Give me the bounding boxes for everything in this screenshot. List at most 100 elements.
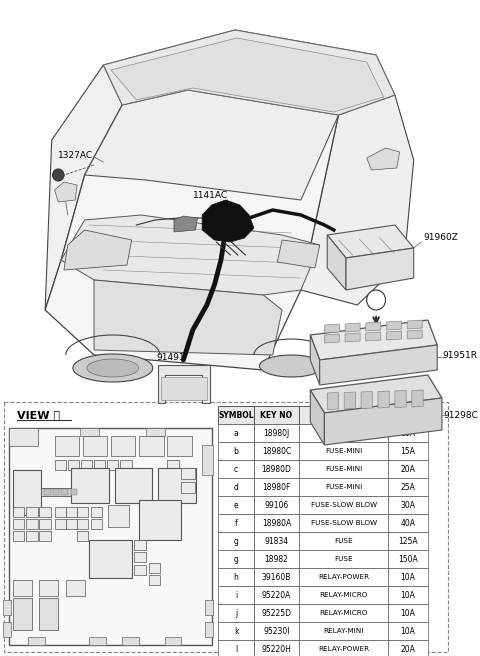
Polygon shape bbox=[324, 324, 339, 333]
Polygon shape bbox=[367, 148, 400, 170]
Ellipse shape bbox=[260, 355, 324, 377]
Bar bbox=[89, 540, 132, 578]
Bar bbox=[299, 478, 388, 496]
Bar bbox=[388, 442, 428, 460]
Bar bbox=[77, 531, 88, 541]
Bar bbox=[254, 604, 299, 622]
Bar bbox=[254, 586, 299, 604]
Text: 18982: 18982 bbox=[264, 554, 288, 564]
Text: 125A: 125A bbox=[398, 537, 418, 546]
Text: c: c bbox=[31, 522, 34, 527]
Text: 25A: 25A bbox=[401, 483, 416, 491]
Text: 10A: 10A bbox=[401, 609, 416, 617]
Text: 20A: 20A bbox=[401, 464, 416, 474]
Text: k: k bbox=[87, 480, 93, 491]
Text: a: a bbox=[124, 462, 128, 468]
Bar bbox=[134, 552, 146, 562]
Bar bbox=[254, 406, 299, 424]
Text: 20A: 20A bbox=[401, 644, 416, 653]
Text: 10A: 10A bbox=[401, 590, 416, 600]
Bar bbox=[146, 428, 165, 436]
Bar bbox=[26, 531, 37, 541]
Text: h: h bbox=[157, 515, 163, 525]
Polygon shape bbox=[327, 235, 346, 290]
Bar bbox=[66, 580, 84, 596]
Text: d: d bbox=[234, 483, 239, 491]
Polygon shape bbox=[310, 320, 437, 360]
Text: 10A: 10A bbox=[401, 626, 416, 636]
Text: f: f bbox=[178, 441, 181, 451]
Bar bbox=[388, 460, 428, 478]
Text: RELAY-MINI: RELAY-MINI bbox=[324, 628, 364, 634]
Bar bbox=[299, 514, 388, 532]
Bar bbox=[66, 519, 77, 529]
Text: 95230I: 95230I bbox=[263, 626, 290, 636]
Bar bbox=[388, 604, 428, 622]
Text: RELAY-POWER: RELAY-POWER bbox=[318, 646, 369, 652]
Bar bbox=[13, 531, 24, 541]
Bar bbox=[13, 598, 32, 630]
Bar bbox=[254, 460, 299, 478]
Bar bbox=[80, 428, 99, 436]
Text: c: c bbox=[139, 554, 142, 560]
Bar bbox=[94, 460, 105, 470]
Bar bbox=[161, 377, 207, 400]
Polygon shape bbox=[94, 280, 282, 355]
Polygon shape bbox=[45, 65, 122, 310]
Bar bbox=[218, 550, 254, 568]
Text: 91298C: 91298C bbox=[444, 411, 479, 419]
Bar bbox=[388, 406, 428, 424]
Text: c: c bbox=[59, 522, 61, 527]
Bar bbox=[254, 550, 299, 568]
Text: 30A: 30A bbox=[401, 501, 416, 510]
Bar bbox=[89, 637, 106, 645]
Polygon shape bbox=[310, 375, 442, 413]
Bar bbox=[91, 507, 103, 517]
Bar bbox=[28, 637, 45, 645]
Bar bbox=[218, 514, 254, 532]
Bar bbox=[218, 496, 254, 514]
Text: RELAY-MICRO: RELAY-MICRO bbox=[320, 610, 368, 616]
Bar bbox=[122, 637, 139, 645]
Text: b: b bbox=[30, 510, 34, 514]
Bar bbox=[181, 482, 194, 493]
Text: 91960Z: 91960Z bbox=[423, 234, 458, 243]
Polygon shape bbox=[386, 331, 401, 340]
Bar bbox=[218, 532, 254, 550]
Text: f: f bbox=[82, 522, 84, 527]
Bar bbox=[388, 568, 428, 586]
Polygon shape bbox=[386, 321, 401, 330]
Bar bbox=[55, 519, 66, 529]
Text: a: a bbox=[81, 533, 84, 539]
Bar bbox=[388, 586, 428, 604]
Text: c: c bbox=[98, 462, 101, 468]
Polygon shape bbox=[64, 230, 132, 270]
Ellipse shape bbox=[87, 359, 139, 377]
Bar bbox=[299, 640, 388, 656]
Bar bbox=[13, 519, 24, 529]
Bar bbox=[115, 468, 152, 503]
Bar bbox=[168, 460, 179, 470]
Bar bbox=[299, 550, 388, 568]
Bar bbox=[218, 568, 254, 586]
Text: f: f bbox=[172, 462, 174, 468]
Bar bbox=[388, 496, 428, 514]
Bar bbox=[254, 478, 299, 496]
Text: b: b bbox=[111, 462, 115, 468]
Text: FUSE: FUSE bbox=[335, 556, 353, 562]
Text: c: c bbox=[17, 522, 20, 527]
Text: k: k bbox=[234, 626, 238, 636]
Polygon shape bbox=[324, 334, 339, 343]
Text: b: b bbox=[153, 565, 156, 571]
Polygon shape bbox=[346, 248, 414, 290]
Bar bbox=[3, 600, 12, 615]
Bar bbox=[299, 604, 388, 622]
Text: b: b bbox=[59, 462, 62, 468]
Text: c: c bbox=[139, 543, 142, 548]
Bar bbox=[81, 460, 92, 470]
Text: b: b bbox=[72, 462, 75, 468]
Bar bbox=[299, 622, 388, 640]
Bar bbox=[254, 532, 299, 550]
Bar bbox=[165, 637, 181, 645]
Bar bbox=[299, 568, 388, 586]
